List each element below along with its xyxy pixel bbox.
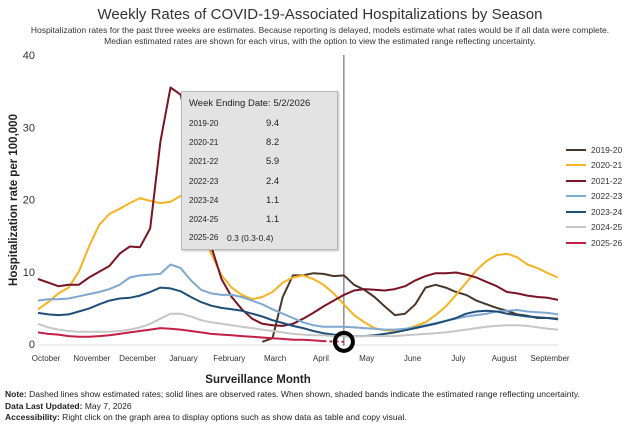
tooltip-value: 1.1 [266, 195, 280, 206]
legend-item[interactable]: 2022-23 [566, 189, 638, 205]
tooltip-value: 1.1 [266, 214, 280, 225]
tooltip-value: 5.9 [266, 156, 280, 167]
series-lines[interactable] [37, 86, 559, 343]
legend-label: 2019-20 [591, 144, 623, 155]
legend-label: 2024-25 [591, 222, 623, 233]
updated-text: May 7, 2026 [82, 400, 132, 411]
series-line [37, 286, 559, 338]
x-tick-label: August [492, 354, 518, 363]
legend-swatch [566, 226, 586, 229]
x-tick-label: February [213, 354, 245, 363]
y-tick-label: 30 [23, 122, 35, 134]
legend-swatch [566, 179, 586, 182]
legend-item[interactable]: 2023-24 [566, 204, 638, 220]
y-tick-label: 40 [23, 50, 35, 62]
legend-item[interactable]: 2020-21 [566, 158, 638, 174]
tooltip-title: Week Ending Date: 5/2/2026 [189, 98, 311, 109]
chart-title: Weekly Rates of COVID-19-Associated Hosp… [97, 6, 543, 23]
legend-swatch [566, 148, 586, 151]
legend-item[interactable]: 2021-22 [566, 173, 638, 189]
updated-line: Data Last Updated: May 7, 2026 [5, 401, 580, 413]
accessibility-line: Accessibility: Right click on the graph … [5, 412, 580, 424]
highlight-circle[interactable] [332, 330, 355, 353]
tooltip-value: 8.2 [266, 137, 280, 148]
y-tick-label: 0 [29, 339, 35, 351]
accessibility-text: Right click on the graph area to display… [59, 412, 407, 422]
accessibility-label: Accessibility: [5, 412, 60, 422]
x-tick-label: January [169, 354, 197, 363]
x-tick-label: September [530, 354, 569, 363]
note-line: Note: Dashed lines show estimated rates;… [5, 389, 580, 401]
tooltip-season: 2023-24 [189, 196, 219, 205]
note-text: Dashed lines show estimated rates; solid… [26, 389, 580, 399]
legend-swatch [566, 164, 586, 167]
tooltip-season: 2021-22 [189, 157, 219, 166]
tooltip-value: 0.3 (0.3-0.4) [227, 233, 274, 243]
legend-swatch [566, 195, 586, 198]
tooltip-season: 2025-26 [189, 233, 219, 242]
legend-swatch [566, 241, 586, 244]
legend-item[interactable]: 2025-26 [566, 235, 638, 251]
tooltip-season: 2024-25 [189, 215, 219, 224]
legend-label: 2023-24 [591, 206, 623, 217]
legend-label: 2021-22 [591, 175, 623, 186]
legend-item[interactable]: 2019-20 [566, 142, 638, 158]
y-axis-ticks: 0 10 20 30 40 [23, 50, 35, 351]
legend-item[interactable]: 2024-25 [566, 220, 638, 236]
y-axis-label: Hospitalization rate per 100,000 [8, 114, 20, 286]
legend-label: 2025-26 [591, 237, 623, 248]
chart-legend[interactable]: 2019-20 2020-21 2021-22 2022-23 2023-24 2024-… [566, 142, 638, 251]
x-tick-label: October [32, 354, 61, 363]
tooltip-season: 2019-20 [189, 119, 219, 128]
y-tick-label: 20 [23, 195, 35, 207]
series-line [37, 263, 559, 331]
hover-tooltip: Week Ending Date: 5/2/2026 2019-20 9.4 2… [181, 91, 338, 250]
x-tick-label: July [451, 354, 465, 363]
tooltip-value: 2.4 [266, 176, 280, 187]
chart-subtitle: Hospitalization rates for the past three… [30, 25, 610, 46]
legend-label: 2020-21 [591, 160, 623, 171]
legend-label: 2022-23 [591, 191, 623, 202]
series-line [37, 312, 559, 338]
x-tick-label: May [359, 354, 374, 363]
note-label: Note: [5, 389, 27, 399]
y-tick-label: 10 [23, 267, 35, 279]
x-tick-label: December [119, 354, 156, 363]
footnotes: Note: Dashed lines show estimated rates;… [5, 389, 580, 424]
tooltip-value: 9.4 [266, 118, 280, 129]
x-axis-ticks: October November December January February Ma… [32, 354, 570, 363]
legend-swatch [566, 210, 586, 213]
x-tick-label: November [73, 354, 110, 363]
series-line [37, 86, 559, 327]
x-tick-label: March [264, 354, 286, 363]
tooltip-season: 2020-21 [189, 138, 219, 147]
tooltip-season: 2022-23 [189, 177, 219, 186]
updated-label: Data Last Updated: [5, 400, 83, 411]
series-line [37, 327, 324, 343]
x-axis-label: Surveillance Month [205, 374, 310, 386]
x-tick-label: June [404, 354, 422, 363]
x-tick-label: April [313, 354, 329, 363]
